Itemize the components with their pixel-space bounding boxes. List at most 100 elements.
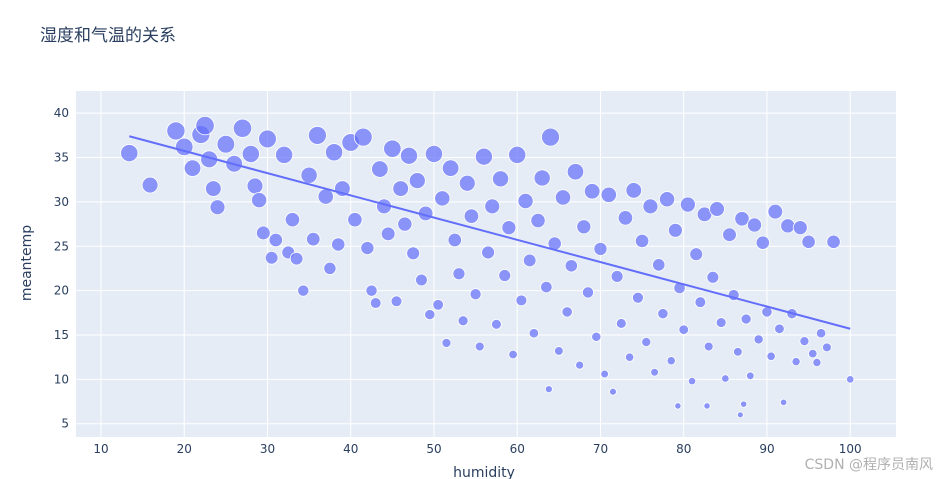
scatter-point (600, 186, 617, 203)
scatter-point (501, 220, 517, 236)
scatter-point (722, 227, 737, 243)
scatter-point (492, 170, 510, 188)
scatter-point (515, 294, 528, 307)
scatter-point (406, 246, 421, 261)
scatter-point (331, 237, 346, 252)
scatter-point (216, 134, 236, 154)
scatter-point (392, 180, 409, 197)
scatter-point (753, 334, 764, 345)
scatter-point (365, 284, 378, 297)
scatter-point (530, 212, 546, 229)
scatter-point (508, 145, 527, 164)
scatter-point (576, 219, 592, 235)
y-tick-label: 40 (54, 106, 69, 120)
scatter-point (746, 217, 762, 233)
scatter-point (457, 315, 469, 327)
scatter-point (625, 182, 643, 199)
scatter-point (632, 291, 644, 304)
scatter-point (284, 212, 301, 228)
scatter-point (766, 351, 776, 361)
scatter-point (561, 306, 573, 318)
scatter-point (666, 356, 676, 366)
scatter-point (610, 270, 624, 283)
scatter-point (380, 226, 396, 242)
scatter-point (674, 402, 682, 410)
scatter-point (641, 337, 652, 348)
scatter-point (541, 127, 560, 147)
scatter-point (447, 232, 462, 248)
scatter-point (624, 352, 635, 362)
scatter-point (424, 144, 443, 164)
scatter-point (583, 183, 601, 200)
scatter-point (517, 192, 534, 210)
scatter-point (792, 220, 808, 236)
scatter-point (297, 284, 310, 297)
scatter-point (822, 342, 832, 353)
scatter-point (522, 253, 537, 268)
scatter-point (703, 341, 714, 352)
scatter-point (268, 232, 283, 248)
scatter-point (746, 371, 755, 381)
x-tick-label: 80 (676, 442, 691, 456)
x-axis-title: humidity (453, 465, 515, 479)
scatter-point (540, 280, 553, 294)
scatter-point (474, 341, 485, 352)
y-tick-label: 15 (54, 328, 69, 342)
x-tick-label: 10 (93, 442, 108, 456)
x-tick-label: 100 (839, 442, 862, 456)
scatter-point (642, 198, 659, 215)
x-tick-label: 60 (510, 442, 525, 456)
trendline (129, 135, 851, 330)
x-tick-label: 30 (260, 442, 275, 456)
scatter-point (591, 331, 602, 342)
scatter-point (300, 166, 318, 184)
scatter-point (734, 211, 750, 227)
scatter-point (491, 318, 502, 330)
scatter-point (689, 247, 704, 262)
y-tick-label: 30 (54, 195, 69, 209)
scatter-point (434, 190, 451, 207)
scatter-point (360, 241, 375, 256)
scatter-point (383, 139, 402, 158)
scatter-point (706, 270, 720, 284)
scatter-point (615, 318, 627, 329)
scatter-point (791, 357, 801, 367)
scatter-point (554, 189, 572, 206)
scatter-point (241, 144, 260, 164)
scatter-point (166, 121, 186, 141)
scatter-point (657, 308, 669, 320)
scatter-point (694, 296, 707, 308)
scatter-point (736, 411, 744, 419)
scatter-point (755, 235, 770, 250)
scatter-point (481, 245, 495, 260)
x-tick-label: 70 (593, 442, 608, 456)
scatter-point (141, 176, 159, 194)
scatter-point (780, 218, 796, 234)
scatter-point (399, 146, 418, 165)
scatter-point (767, 203, 784, 220)
scatter-point (600, 369, 609, 379)
scatter-point (424, 309, 436, 321)
scatter-point (183, 159, 202, 177)
scatter-point (679, 196, 696, 213)
scatter-point (508, 349, 518, 360)
scatter-point (634, 233, 650, 249)
scatter-point (347, 212, 363, 228)
scatter-point (581, 286, 595, 299)
scatter-point (408, 172, 426, 190)
scatter-point (779, 398, 788, 407)
y-tick-label: 25 (54, 239, 69, 253)
scatter-point (721, 374, 730, 383)
scatter-point (484, 198, 501, 215)
scatter-point (593, 241, 608, 256)
scatter-point (498, 269, 512, 282)
scatter-point (275, 145, 294, 164)
scatter-point (668, 222, 683, 238)
scatter-point (652, 258, 666, 272)
scatter-point (397, 216, 413, 232)
scatter-point (815, 328, 827, 339)
scatter-point (575, 360, 585, 370)
scatter-point (609, 387, 617, 396)
chart-title: 湿度和气温的关系 (40, 26, 176, 46)
scatter-point (251, 192, 268, 209)
